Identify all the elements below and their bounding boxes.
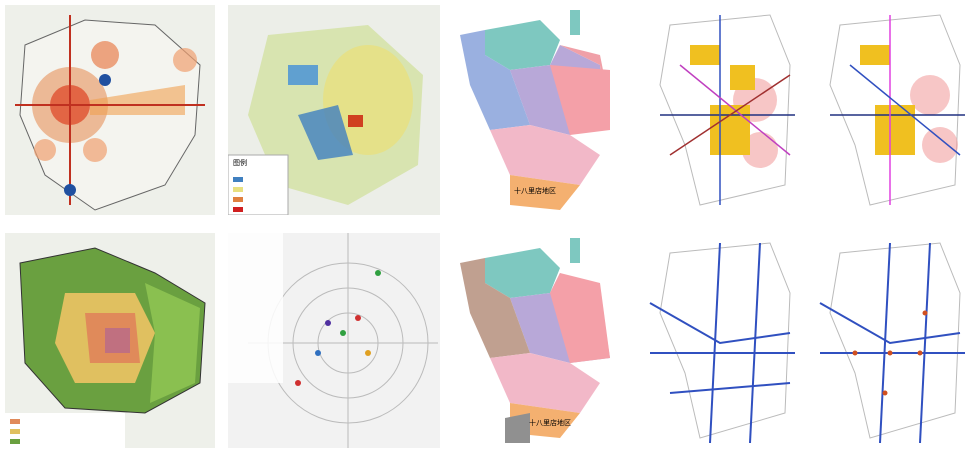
stations	[690, 45, 755, 155]
district-label: 十八里店地区	[529, 418, 571, 427]
boundary	[829, 242, 961, 439]
map-panel	[649, 242, 795, 444]
district	[550, 65, 610, 135]
airport	[64, 184, 76, 196]
district-label: 十八里店地区	[514, 186, 556, 195]
map-panel	[5, 5, 215, 215]
legend-swatch	[233, 207, 243, 212]
node	[91, 41, 119, 69]
core	[105, 328, 130, 353]
zone	[348, 115, 363, 127]
district	[550, 273, 610, 363]
zone	[145, 283, 200, 403]
map-panel: 十八里店地区	[460, 10, 610, 210]
district	[485, 248, 560, 298]
exclave	[570, 10, 580, 35]
node	[83, 138, 107, 162]
district	[490, 353, 600, 413]
roads	[248, 233, 438, 448]
district	[505, 413, 530, 443]
map-panel	[829, 14, 965, 206]
lines	[660, 15, 795, 205]
legend-swatch	[233, 197, 243, 202]
poi	[295, 270, 381, 386]
district	[460, 30, 530, 130]
hotspot	[742, 132, 778, 168]
lines	[649, 242, 795, 444]
lines	[830, 15, 965, 205]
axis-band	[90, 85, 185, 115]
node	[34, 139, 56, 161]
hotspot	[910, 75, 950, 115]
stations	[852, 310, 928, 396]
map-panel	[659, 14, 795, 206]
legend	[5, 413, 125, 448]
map-panel: 十八里店地区	[460, 238, 610, 443]
legend-swatch	[10, 419, 20, 424]
legend-swatch	[233, 177, 243, 182]
legend-title: 图例	[233, 158, 247, 167]
legend-swatch	[10, 439, 20, 444]
district	[510, 175, 580, 210]
map-panel	[228, 233, 440, 448]
legend	[228, 154, 289, 215]
map-panel: 图例	[228, 5, 440, 215]
map-panel	[819, 242, 965, 444]
stations	[860, 45, 915, 155]
district	[460, 258, 530, 358]
zone	[288, 65, 318, 85]
district	[485, 20, 560, 70]
district	[560, 45, 610, 115]
zone	[298, 105, 353, 160]
district	[490, 125, 600, 185]
hotspot	[922, 127, 958, 163]
legend-swatch	[233, 187, 243, 192]
zone	[323, 45, 413, 155]
map-panel	[5, 233, 215, 448]
boundary	[659, 242, 791, 439]
airport	[99, 74, 111, 86]
exclave	[570, 238, 580, 263]
legend	[228, 233, 283, 383]
legend-swatch	[10, 429, 20, 434]
node	[173, 48, 197, 72]
